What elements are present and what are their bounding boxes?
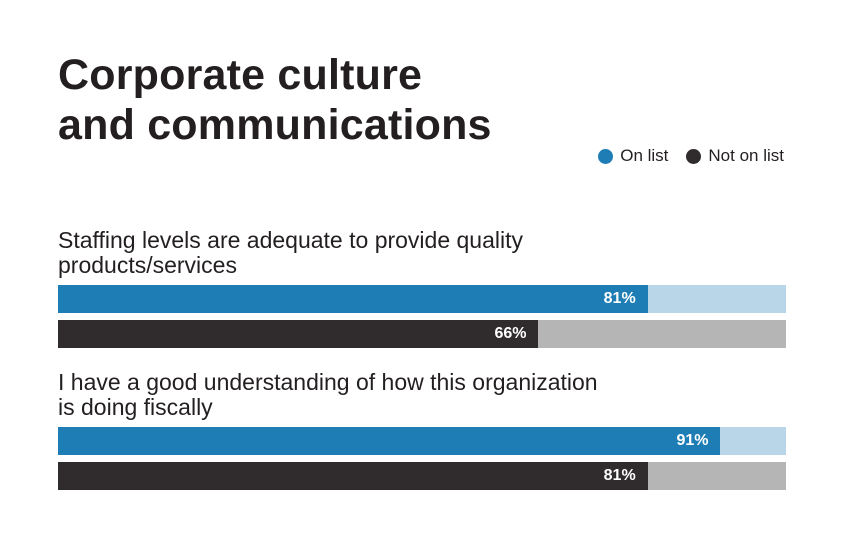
data-label: 66% [494,325,527,342]
chart-title-line: and communications [58,101,492,149]
category-label-line: products/services [58,252,237,278]
question-group: Staffing levels are adequate to provide … [58,228,786,348]
legend-swatch-not-on-list [686,148,702,164]
category-label-line: is doing fiscally [58,394,213,420]
legend-item-not-on-list: Not on list [686,146,784,166]
bar-track: 66% [58,320,786,348]
bar-not-on-list: 66% [58,320,539,348]
bar-on-list: 91% [58,427,721,455]
legend-label: On list [620,146,669,165]
bar-track: 91% [58,427,786,455]
legend-item-on-list: On list [598,146,668,166]
chart-title: Corporate culture and communications [58,50,492,150]
category-label: I have a good understanding of how this … [58,370,786,420]
bar-not-on-list: 81% [58,462,648,490]
legend-swatch-on-list [598,148,614,164]
data-label: 81% [603,290,636,307]
question-group: I have a good understanding of how this … [58,370,786,490]
category-label-line: Staffing levels are adequate to provide … [58,227,523,253]
legend: On list Not on list [598,146,784,166]
bar-track: 81% [58,285,786,313]
chart-title-line: Corporate culture [58,51,423,99]
bar-track: 81% [58,462,786,490]
legend-label: Not on list [708,146,784,165]
category-label-line: I have a good understanding of how this … [58,369,598,395]
bar-groups: Staffing levels are adequate to provide … [58,228,786,512]
data-label: 81% [603,467,636,484]
category-label: Staffing levels are adequate to provide … [58,228,786,278]
data-label: 91% [676,432,709,449]
bar-on-list: 81% [58,285,648,313]
